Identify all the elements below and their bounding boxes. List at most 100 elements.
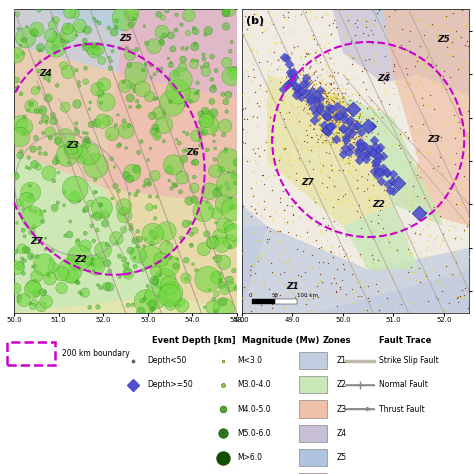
- Point: [322, 89, 330, 96]
- Point: [304, 110, 311, 118]
- Point: [355, 91, 363, 99]
- Point: [462, 147, 469, 155]
- Point: [385, 106, 393, 114]
- Point: [296, 93, 304, 101]
- Point: [330, 110, 338, 118]
- Point: [166, 292, 173, 299]
- Point: [298, 284, 305, 292]
- Point: [395, 104, 403, 111]
- Point: [397, 179, 404, 186]
- Point: [326, 175, 334, 183]
- Point: [180, 155, 188, 163]
- Point: [33, 273, 41, 280]
- Point: [347, 113, 355, 120]
- Point: [54, 137, 62, 145]
- Point: [447, 223, 455, 230]
- Point: [349, 303, 357, 311]
- Point: [111, 163, 118, 171]
- Point: [311, 283, 319, 291]
- Point: [232, 179, 239, 187]
- Point: [252, 206, 259, 213]
- Point: [313, 94, 320, 101]
- Point: [292, 137, 300, 144]
- Point: [120, 117, 128, 125]
- Point: [309, 89, 317, 97]
- Point: [339, 285, 347, 293]
- Point: [328, 113, 335, 120]
- Point: [182, 256, 190, 264]
- Text: Depth<50: Depth<50: [147, 356, 186, 365]
- Point: [48, 37, 56, 45]
- Point: [362, 282, 369, 289]
- Point: [29, 263, 37, 270]
- Point: [97, 90, 104, 98]
- Point: [317, 88, 325, 96]
- Point: [333, 95, 341, 103]
- Point: [306, 109, 313, 117]
- Point: [336, 123, 343, 131]
- Point: [355, 146, 362, 154]
- Point: [420, 209, 428, 217]
- Point: [340, 115, 348, 122]
- Point: [389, 274, 396, 282]
- Text: Z1: Z1: [286, 283, 299, 292]
- Point: [239, 106, 246, 113]
- Point: [449, 277, 457, 284]
- Point: [313, 81, 321, 89]
- Point: [333, 129, 341, 137]
- Point: [163, 244, 170, 251]
- Point: [313, 40, 320, 48]
- Point: [288, 101, 295, 109]
- Point: [357, 292, 365, 300]
- Point: [360, 187, 367, 195]
- Point: [306, 88, 314, 95]
- Point: [113, 17, 120, 25]
- Point: [335, 122, 343, 129]
- Point: [182, 102, 189, 109]
- Point: [262, 138, 270, 146]
- Point: [256, 251, 264, 259]
- Point: [442, 13, 450, 21]
- Point: [367, 182, 374, 189]
- Point: [362, 144, 370, 152]
- Point: [424, 51, 432, 59]
- Point: [332, 135, 339, 142]
- Point: [339, 125, 346, 132]
- Point: [262, 305, 270, 313]
- Point: [285, 173, 293, 181]
- Point: [268, 94, 275, 101]
- Point: [275, 156, 283, 164]
- Point: [374, 60, 382, 68]
- Text: Zones: Zones: [322, 337, 351, 346]
- Point: [263, 203, 270, 211]
- Point: [128, 9, 136, 17]
- Point: [364, 157, 372, 165]
- Point: [46, 275, 54, 283]
- Point: [221, 286, 228, 293]
- Point: [325, 124, 333, 132]
- Point: [396, 144, 404, 152]
- Point: [137, 138, 145, 146]
- Point: [309, 94, 316, 101]
- Point: [351, 148, 358, 155]
- Point: [303, 95, 310, 102]
- Point: [365, 282, 372, 290]
- Point: [187, 98, 194, 105]
- Point: [279, 143, 286, 151]
- Point: [326, 113, 333, 120]
- Point: [276, 198, 284, 206]
- Point: [36, 44, 44, 52]
- Point: [201, 31, 209, 38]
- Point: [252, 297, 260, 304]
- Point: [328, 105, 336, 113]
- Point: [438, 82, 446, 90]
- Point: [340, 118, 347, 126]
- Point: [310, 93, 317, 101]
- Point: [346, 146, 353, 153]
- Text: Thrust Fault: Thrust Fault: [379, 405, 425, 414]
- Point: [262, 174, 270, 182]
- Point: [116, 45, 124, 52]
- Point: [40, 261, 48, 268]
- Point: [333, 110, 340, 118]
- Point: [240, 285, 248, 292]
